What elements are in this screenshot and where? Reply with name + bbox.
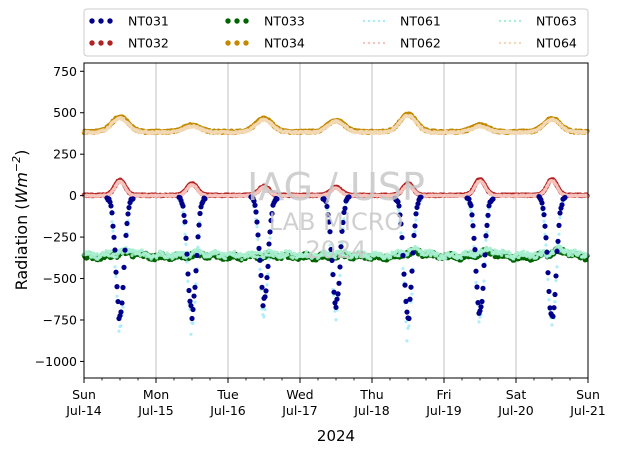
legend-marker [107,40,112,45]
point-NT062 [586,195,589,198]
legend-marker [504,20,506,22]
legend-marker [368,42,370,44]
legend-marker [368,20,370,22]
point-NT063 [460,257,463,260]
legend-marker [504,42,506,44]
legend-marker [499,20,501,22]
point-NT063 [141,248,144,251]
legend-marker [225,40,230,45]
legend-marker [509,42,511,44]
legend-marker [514,42,516,44]
legend-marker [378,20,380,22]
legend-marker [234,18,239,23]
legend-marker [373,42,375,44]
legend-marker [243,18,248,23]
legend-marker [89,40,94,45]
point-NT064 [586,130,589,133]
point-NT063 [369,257,372,260]
legend-marker [509,20,511,22]
point-NT063 [109,250,112,253]
point-NT063 [224,257,227,260]
point-NT063 [444,257,447,260]
point-NT063 [115,255,118,258]
legend-marker [363,42,365,44]
legend-marker [383,20,385,22]
point-NT063 [130,254,133,257]
legend-marker [373,20,375,22]
legend-marker [98,18,103,23]
legend-label-NT061: NT061 [400,14,441,29]
legend-label-NT062: NT062 [400,36,441,51]
legend-label-NT034: NT034 [264,36,305,51]
point-NT063 [286,253,289,256]
point-NT063 [233,250,236,253]
legend-marker [89,18,94,23]
legend-marker [243,40,248,45]
point-NT063 [240,258,243,261]
point-NT063 [276,251,279,254]
legend-label-NT033: NT033 [264,14,305,29]
point-NT063 [262,256,265,259]
legend-marker [383,42,385,44]
legend-label-NT032: NT032 [128,36,169,51]
legend-label-NT031: NT031 [128,14,169,29]
legend-marker [107,18,112,23]
legend-marker [378,42,380,44]
legend-marker [499,42,501,44]
legend-marker [519,20,521,22]
point-NT063 [500,254,503,257]
point-NT063 [508,251,511,254]
legend-label-NT063: NT063 [536,14,577,29]
legend-marker [234,40,239,45]
legend-marker [514,20,516,22]
legend-marker [225,18,230,23]
legend-marker [98,40,103,45]
legend-marker [519,42,521,44]
legend: NT031 NT033 NT061 NT063 NT032 NT034 NT062 NT064 [84,9,588,56]
point-NT063 [436,252,439,255]
legend-marker [363,20,365,22]
legend-label-NT064: NT064 [536,36,577,51]
